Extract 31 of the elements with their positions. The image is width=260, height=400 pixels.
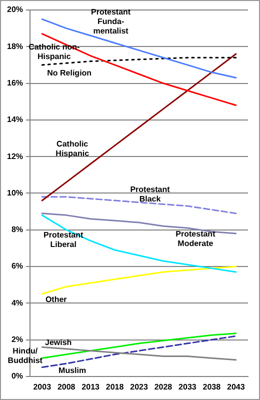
y-tick-label: 4% (11, 298, 24, 308)
series-label: Catholic Hispanic (56, 140, 90, 158)
series-label: Protestant Funda- mentalist (91, 8, 131, 36)
y-tick-label: 20% (6, 5, 24, 14)
series-label: Protestant Moderate (176, 229, 216, 248)
x-tick-label: 2018 (106, 382, 124, 392)
series-label: Protestant Black (130, 184, 170, 204)
x-tick-label: 2028 (154, 382, 173, 392)
y-tick-label: 6% (11, 262, 24, 271)
x-tick-label: 2043 (226, 382, 246, 392)
x-tick-label: 2008 (57, 382, 76, 392)
y-tick-label: 18% (6, 42, 24, 51)
y-tick-label: 14% (6, 115, 24, 124)
x-tick-label: 2003 (33, 382, 52, 392)
series-label: Other (45, 295, 67, 304)
x-tick-label: 2023 (130, 382, 148, 392)
series-label: Hindu/ Buddhist (8, 346, 43, 366)
y-tick-label: 0% (11, 372, 24, 381)
y-tick-label: 2% (11, 334, 24, 344)
y-tick-label: 10% (6, 188, 24, 198)
line-series (41, 196, 237, 214)
series-label: No Religion (47, 68, 92, 78)
x-tick-label: 2038 (202, 382, 222, 392)
x-tick-label: 2033 (178, 382, 197, 392)
line-series (41, 335, 237, 368)
y-tick-label: 12% (6, 152, 24, 161)
y-tick-label: 16% (6, 78, 24, 88)
x-tick-label: 2013 (82, 382, 100, 392)
series-label: Jewish (45, 338, 72, 348)
series-label: Muslim (58, 366, 86, 375)
y-tick-label: 8% (11, 225, 24, 234)
